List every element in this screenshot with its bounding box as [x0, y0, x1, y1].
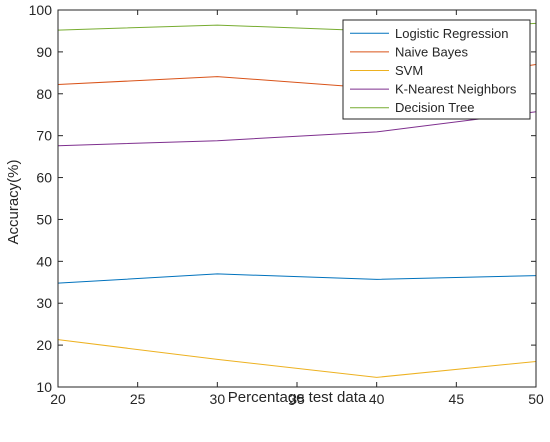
y-axis-label: Accuracy(%) [5, 159, 22, 244]
series-lines [57, 22, 537, 378]
x-tick-label: 25 [130, 391, 146, 407]
y-tick-label: 100 [29, 2, 53, 18]
x-tick-label: 50 [528, 391, 544, 407]
y-tick-label: 40 [36, 253, 52, 269]
y-tick-label: 90 [36, 44, 52, 60]
y-tick-label: 30 [36, 295, 52, 311]
legend-label: Decision Tree [395, 100, 474, 115]
legend-label: K-Nearest Neighbors [395, 82, 517, 97]
x-tick-label: 35 [289, 391, 305, 407]
series-line-3 [57, 111, 537, 147]
y-tick-label: 50 [36, 211, 52, 227]
x-axis-label: Percentage test data [228, 389, 367, 406]
y-tick-label: 60 [36, 170, 52, 186]
legend-box [342, 19, 531, 120]
y-tick-label: 70 [36, 128, 52, 144]
legend-label: Logistic Regression [395, 26, 508, 41]
y-tick-label: 10 [36, 379, 52, 395]
series-line-0 [57, 273, 537, 284]
y-tick-label: 20 [36, 337, 52, 353]
legend: Logistic Regression Naive Bayes SVM K-Neare… [342, 19, 531, 120]
legend-label: Naive Bayes [395, 44, 468, 59]
legend-label: SVM [395, 63, 423, 78]
x-tick-label: 20 [50, 391, 66, 407]
x-tick-label: 40 [369, 391, 385, 407]
x-tick-label: 45 [449, 391, 465, 407]
y-tick-label: 80 [36, 86, 52, 102]
series-line-2 [57, 339, 537, 378]
x-tick-label: 30 [210, 391, 226, 407]
axes [57, 9, 537, 388]
